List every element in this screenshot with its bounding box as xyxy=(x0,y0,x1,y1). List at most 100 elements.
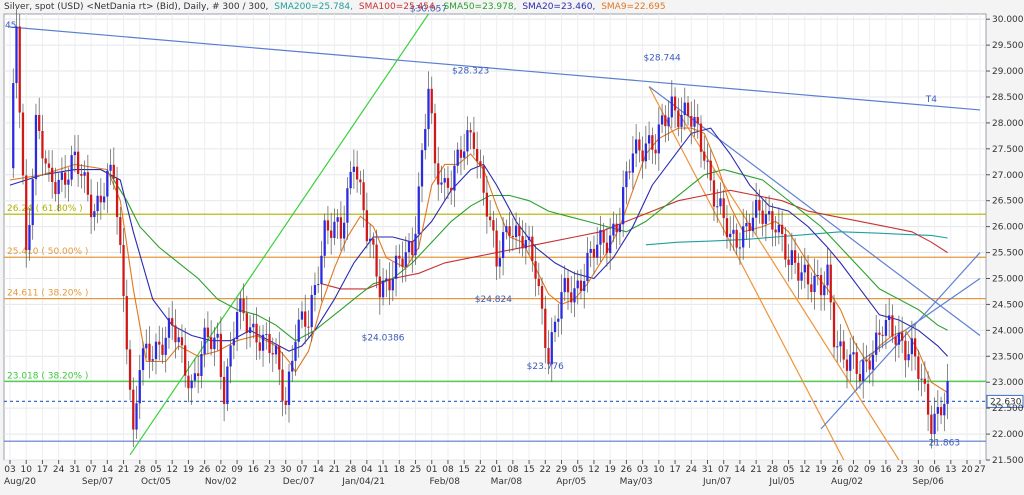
x-day-label: 30 xyxy=(913,465,925,475)
x-month-label: Mar/08 xyxy=(491,477,523,487)
x-day-label: 12 xyxy=(588,465,599,475)
price-annotation: 21.863 xyxy=(929,438,961,448)
candle-body xyxy=(359,179,362,183)
candle-body xyxy=(326,220,330,231)
candle-body xyxy=(89,194,93,218)
candle-body xyxy=(505,226,508,233)
candle-body xyxy=(878,332,881,335)
header-sma9: SMA9=22.695 xyxy=(601,2,665,12)
candle-body xyxy=(433,113,437,164)
candle-body xyxy=(44,158,47,164)
candle-body xyxy=(161,344,164,355)
trendline xyxy=(859,277,981,362)
y-tick-label: 22.000 xyxy=(992,430,1024,440)
candle-body xyxy=(307,326,310,328)
candle-body xyxy=(842,341,845,360)
candle-body xyxy=(414,233,417,256)
x-day-label: 04 xyxy=(361,465,373,475)
candle-body xyxy=(816,275,819,277)
x-day-label: 03 xyxy=(4,465,15,475)
candle-body xyxy=(933,413,936,434)
candle-body xyxy=(60,172,64,180)
candle-body xyxy=(625,171,628,188)
candle-body xyxy=(235,312,239,340)
candle-body xyxy=(534,261,537,279)
sma20-line xyxy=(9,127,949,357)
candle-body xyxy=(440,182,443,185)
candle-body xyxy=(839,341,842,347)
candle-body xyxy=(346,188,349,223)
candle-body xyxy=(599,229,602,245)
candle-body xyxy=(274,345,278,355)
x-axis: 03 10 17 24 31 07 14 21 28 05 12 19 26 02 09 16 23 30 07 14… xyxy=(4,460,986,487)
candle-body xyxy=(767,211,771,215)
x-day-label: 12 xyxy=(166,465,177,475)
candle-body xyxy=(884,319,888,336)
x-day-label: 18 xyxy=(394,465,406,475)
x-day-label: 07 xyxy=(718,465,729,475)
candle-body xyxy=(631,153,635,173)
y-tick-label: 27.500 xyxy=(992,145,1024,155)
candle-body xyxy=(755,199,758,218)
candle-body xyxy=(806,264,810,285)
candle-body xyxy=(187,375,190,389)
candle-body xyxy=(930,414,933,434)
sma100-line xyxy=(321,189,948,290)
candle-body xyxy=(819,275,823,296)
candle-body xyxy=(793,250,797,263)
candle-body xyxy=(57,179,60,195)
candle-body xyxy=(177,337,180,343)
annotations: $30.057 $28.323 $28.744 $24.824 $24.0386 $23.… xyxy=(5,4,1024,448)
candle-body xyxy=(495,230,498,267)
candle-body xyxy=(368,238,372,242)
candle-body xyxy=(148,343,151,361)
candle-body xyxy=(391,278,394,291)
trendline xyxy=(820,252,981,430)
y-tick-label: 24.500 xyxy=(992,300,1024,310)
candle-body xyxy=(553,321,557,333)
candle-body xyxy=(602,229,605,243)
candle-body xyxy=(508,226,511,236)
candle-body xyxy=(407,240,411,253)
candle-body xyxy=(245,313,248,333)
y-tick-label: 25.500 xyxy=(992,249,1024,259)
candle-body xyxy=(333,221,336,238)
x-month-label: Apr/05 xyxy=(556,477,586,487)
candle-body xyxy=(583,281,586,291)
x-day-label: 02 xyxy=(215,465,226,475)
candle-body xyxy=(378,276,381,298)
candle-body xyxy=(615,223,618,233)
candle-body xyxy=(229,345,232,367)
candle-body xyxy=(660,115,664,125)
candle-body xyxy=(145,343,148,349)
x-day-label: 01 xyxy=(426,465,437,475)
x-day-label: 08 xyxy=(442,465,454,475)
x-day-label: 03 xyxy=(637,465,648,475)
candle-body xyxy=(206,327,210,338)
candle-body xyxy=(488,216,492,221)
candle-body xyxy=(190,380,193,389)
y-tick-label: 26.500 xyxy=(992,197,1024,207)
candle-body xyxy=(132,389,135,430)
header-sma50: SMA50=23.978, xyxy=(443,2,516,12)
candle-body xyxy=(550,332,553,365)
candle-body xyxy=(38,114,41,132)
x-day-label: 16 xyxy=(248,465,260,475)
candle-body xyxy=(897,332,901,345)
price-annotation: $28.744 xyxy=(643,54,680,64)
candle-body xyxy=(239,298,242,313)
candle-body xyxy=(524,240,527,249)
x-month-label: Nov/02 xyxy=(205,477,237,487)
candle-body xyxy=(122,244,125,297)
candle-body xyxy=(654,149,657,154)
candle-body xyxy=(813,275,816,293)
candle-body xyxy=(437,163,440,185)
x-day-label: 15 xyxy=(523,465,534,475)
candle-body xyxy=(579,280,583,291)
candle-body xyxy=(780,224,784,235)
candle-body xyxy=(540,286,544,309)
level-label: 24.611 ( 38.20% ) xyxy=(7,289,88,299)
candle-body xyxy=(628,171,631,173)
candle-body xyxy=(576,280,579,289)
candle-body xyxy=(703,151,706,161)
